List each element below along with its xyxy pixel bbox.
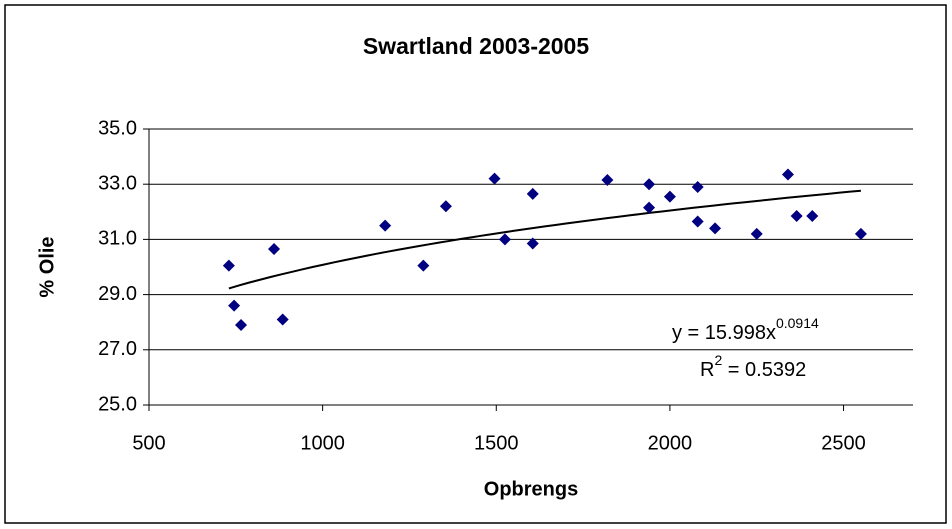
point [526, 187, 539, 200]
r-squared: R2 = 0.5392 [700, 352, 806, 382]
r-squared-value: = 0.5392 [722, 359, 806, 381]
point [663, 190, 676, 203]
point [643, 178, 656, 191]
r-squared-sup: 2 [714, 352, 722, 368]
point [854, 227, 867, 240]
x-tick-label: 2500 [821, 432, 866, 454]
y-tick-label: 25.0 [98, 393, 137, 415]
point [709, 222, 722, 235]
y-tick-label: 35.0 [98, 117, 137, 139]
y-tick-label: 27.0 [98, 338, 137, 360]
point [439, 200, 452, 213]
point [750, 227, 763, 240]
x-axis-title: Opbrengs [484, 478, 578, 500]
x-tick-label: 1000 [300, 432, 345, 454]
x-tick-label: 2000 [648, 432, 693, 454]
point [781, 168, 794, 181]
point [222, 259, 235, 272]
point [379, 219, 392, 232]
point [601, 174, 614, 187]
point [691, 180, 704, 193]
y-tick-label: 33.0 [98, 172, 137, 194]
equation: y = 15.998x0.0914 [672, 315, 819, 345]
x-tick-label: 1500 [474, 432, 519, 454]
point [228, 299, 241, 312]
point [235, 318, 248, 331]
r-squared-label: R [700, 359, 714, 381]
point [268, 243, 281, 256]
point [488, 172, 501, 185]
x-tick-label: 500 [132, 432, 165, 454]
y-tick-label: 29.0 [98, 283, 137, 305]
equation-exponent: 0.0914 [776, 315, 819, 331]
point [276, 313, 289, 326]
y-axis-title: % Olie [36, 236, 58, 297]
point [417, 259, 430, 272]
point [643, 201, 656, 214]
chart-title: Swartland 2003-2005 [363, 33, 590, 59]
point [691, 215, 704, 228]
trendline [228, 189, 861, 290]
y-tick-label: 31.0 [98, 228, 137, 250]
equation-text: y = 15.998x [672, 322, 776, 344]
point [790, 209, 803, 222]
chart-border [4, 4, 947, 524]
point [806, 209, 819, 222]
point [526, 237, 539, 250]
point [498, 233, 511, 246]
